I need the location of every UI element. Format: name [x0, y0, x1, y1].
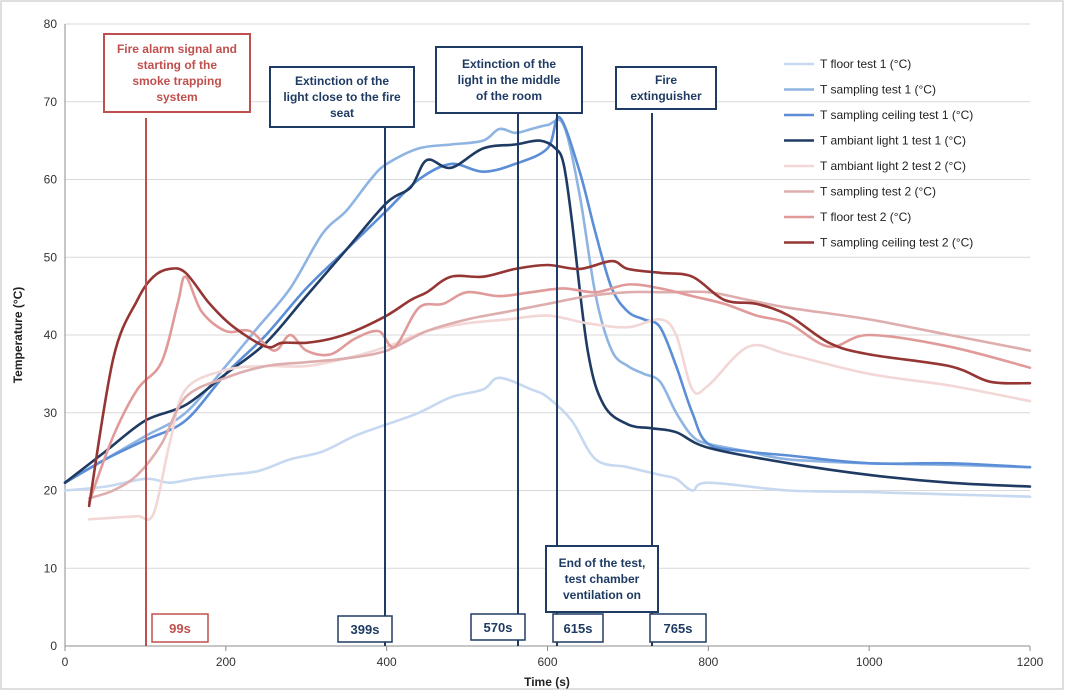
event-annotation-text: extinguisher — [630, 89, 702, 103]
y-tick-label: 30 — [44, 406, 58, 420]
series-lines — [63, 115, 1032, 521]
event-annotation-text: End of the test, — [559, 556, 646, 570]
event-annotation-text: Fire — [655, 73, 677, 87]
x-tick-label: 400 — [377, 655, 397, 669]
x-tick-label: 600 — [537, 655, 557, 669]
series-line-0 — [63, 376, 1032, 498]
event-time-box — [649, 613, 707, 643]
event-annotation-box — [269, 66, 415, 128]
event-time-label: 399s — [351, 622, 380, 637]
event-time-label: 615s — [564, 621, 593, 636]
event-annotation-box — [545, 545, 659, 613]
x-tick-label: 0 — [62, 655, 69, 669]
event-annotation-text: seat — [330, 106, 354, 120]
event-annotation-text: smoke trapping — [132, 74, 221, 88]
event-annotation-text: starting of the — [137, 58, 217, 72]
event-annotation-text: light in the middle — [458, 73, 561, 87]
y-tick-label: 0 — [50, 639, 57, 653]
y-tick-label: 60 — [44, 173, 58, 187]
legend: T floor test 1 (°C) T sampling test 1 (°C… — [784, 57, 973, 250]
event-annotation-box — [615, 66, 717, 110]
y-tick-label: 80 — [44, 17, 58, 31]
event-time-label: 570s — [484, 620, 513, 635]
gridlines — [65, 23, 1030, 569]
series-line-4 — [87, 314, 1032, 521]
event-time-box — [337, 615, 393, 643]
event-time-box — [151, 613, 209, 643]
series-line-6 — [87, 275, 1032, 504]
legend-label: T ambiant light 2 test 2 (°C) — [820, 159, 966, 173]
series-line-3 — [63, 139, 1032, 488]
y-axis-title: Temperature (°C) — [11, 287, 25, 384]
y-tick-label: 70 — [44, 95, 58, 109]
y-tick-label: 20 — [44, 484, 58, 498]
event-annotation-text: system — [156, 90, 197, 104]
event-time-label: 99s — [169, 621, 191, 636]
event-annotation-box — [103, 33, 251, 113]
event-annotation-text: test chamber — [565, 572, 640, 586]
event-annotation-box — [435, 46, 583, 114]
legend-label: T sampling test 2 (°C) — [820, 185, 936, 199]
event-time-label: 765s — [664, 621, 693, 636]
event-annotation-text: Fire alarm signal and — [117, 42, 237, 56]
legend-label: T sampling ceiling test 1 (°C) — [820, 108, 973, 122]
x-tick-label: 800 — [698, 655, 718, 669]
event-time-box — [470, 613, 526, 641]
event-time-box — [552, 613, 604, 643]
y-tick-label: 40 — [44, 328, 58, 342]
x-axis-title: Time (s) — [524, 675, 570, 689]
event-markers: Fire alarm signal and starting of the smok… — [103, 33, 717, 646]
series-line-5 — [87, 290, 1032, 500]
x-tick-label: 200 — [216, 655, 236, 669]
y-tick-label: 50 — [44, 250, 58, 264]
event-annotation-text: Extinction of the — [462, 57, 556, 71]
series-line-7 — [87, 259, 1032, 508]
legend-label: T floor test 1 (°C) — [820, 57, 911, 71]
event-annotation-text: light close to the fire — [283, 90, 401, 104]
x-tick-label: 1200 — [1017, 655, 1044, 669]
event-annotation-text: of the room — [476, 89, 542, 103]
event-annotation-text: ventilation on — [563, 588, 641, 602]
y-tick-label: 10 — [44, 561, 58, 575]
legend-label: T floor test 2 (°C) — [820, 210, 911, 224]
legend-label: T sampling test 1 (°C) — [820, 83, 936, 97]
legend-label: T sampling ceiling test 2 (°C) — [820, 236, 973, 250]
legend-label: T ambiant light 1 test 1 (°C) — [820, 134, 966, 148]
event-annotation-text: Extinction of the — [295, 74, 389, 88]
x-tick-label: 1000 — [856, 655, 883, 669]
